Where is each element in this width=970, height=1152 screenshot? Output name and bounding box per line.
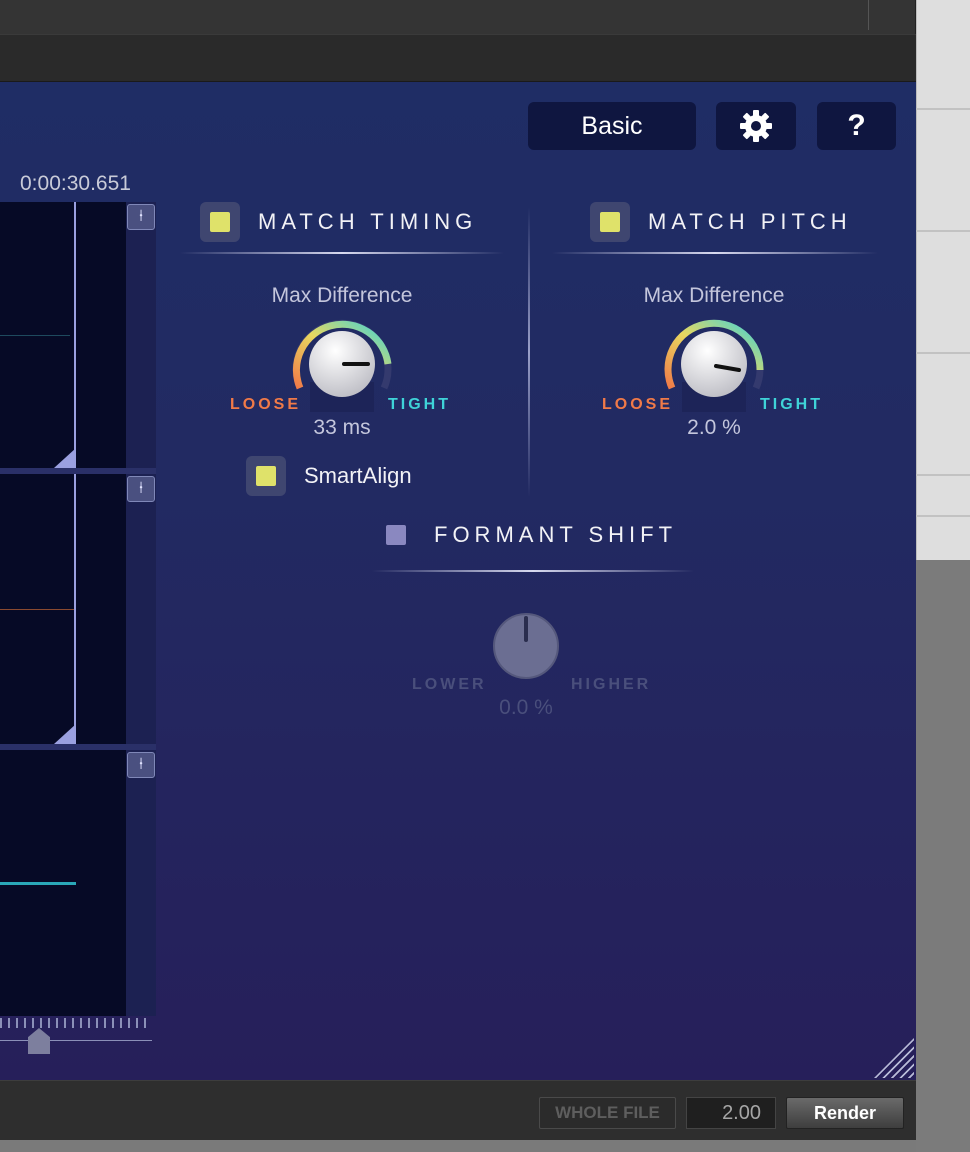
adjacent-pane-light [916,0,970,560]
zoom-handle-icon[interactable]: ⍿ [127,204,155,230]
host-bottom-edge [0,1140,916,1152]
smartalign-option[interactable]: SmartAlign [246,456,412,496]
playhead-line [74,202,76,468]
pane-divider [916,230,970,232]
track-waveform-1[interactable]: ⍿ [0,202,156,468]
render-button[interactable]: Render [786,1097,904,1129]
section-rule [372,570,694,572]
pane-divider [916,108,970,110]
formant-higher-label: HIGHER [571,676,652,693]
region-end-marker[interactable] [54,448,76,468]
formant-shift-header: FORMANT SHIFT [386,522,677,548]
track-waveform-2[interactable]: ⍿ [0,474,156,744]
waveform-line [0,335,70,336]
timing-max-difference-knob[interactable] [286,312,398,412]
match-timing-checkbox[interactable] [200,202,240,242]
timing-loose-label: LOOSE [230,396,302,413]
checkbox-checked-indicator [600,212,620,232]
track-scroll-strip[interactable] [126,750,156,1016]
playhead-line [74,474,76,744]
pitch-max-difference-knob[interactable] [658,312,770,412]
track-separator [0,744,156,750]
gear-icon [740,110,772,142]
pane-divider [916,474,970,476]
adjacent-pane [916,0,970,1152]
formant-lower-label: LOWER [412,676,487,693]
playhead-timecode: 0:00:30.651 [20,172,131,195]
match-timing-header: MATCH TIMING [200,202,477,242]
track-waveform-3[interactable]: ⍿ [0,750,156,1016]
waveform-line [0,882,76,885]
checkbox-checked-indicator [210,212,230,232]
section-rule [552,252,878,254]
formant-shift-knob[interactable] [490,610,562,682]
ruler-thumb[interactable] [28,1028,50,1054]
ruler-baseline [0,1040,152,1041]
track-separator [0,468,156,474]
track-scroll-strip[interactable] [126,202,156,468]
host-bottom-bar: WHOLE FILE 2.00 Render [0,1080,916,1140]
host-secondary-bar [0,34,916,82]
whole-file-button[interactable]: WHOLE FILE [539,1097,676,1129]
plugin-panel: Basic ? 0:00:30.651 [0,82,916,1080]
match-pitch-title: MATCH PITCH [648,209,852,234]
host-toolbar [0,0,916,34]
formant-knob-value[interactable]: 0.0 % [499,696,553,719]
region-end-marker[interactable] [54,724,76,744]
timing-knob-value[interactable]: 33 ms [313,416,371,439]
section-divider [528,207,530,497]
checkbox-checked-indicator [256,466,276,486]
pane-divider [916,352,970,354]
timing-knob-label: Max Difference [271,284,413,307]
resize-grip-icon[interactable] [874,1038,914,1078]
pitch-loose-label: LOOSE [602,396,674,413]
smartalign-checkbox[interactable] [246,456,286,496]
timing-tight-label: TIGHT [388,396,451,413]
waveform-line [0,609,74,610]
match-timing-title: MATCH TIMING [258,209,478,234]
pitch-knob-label: Max Difference [643,284,785,307]
match-pitch-header: MATCH PITCH [590,202,852,242]
value-field[interactable]: 2.00 [686,1097,776,1129]
toolbar-divider [868,0,869,30]
mode-basic-button[interactable]: Basic [528,102,696,150]
timeline-ruler[interactable] [0,1014,156,1054]
section-rule [180,252,504,254]
ruler-ticks [0,1018,146,1028]
pane-divider [916,515,970,517]
zoom-handle-icon[interactable]: ⍿ [127,752,155,778]
settings-button[interactable] [716,102,796,150]
help-button[interactable]: ? [817,102,896,150]
pitch-tight-label: TIGHT [760,396,823,413]
zoom-handle-icon[interactable]: ⍿ [127,476,155,502]
match-pitch-checkbox[interactable] [590,202,630,242]
track-scroll-strip[interactable] [126,474,156,744]
pitch-knob-value[interactable]: 2.0 % [687,416,741,439]
smartalign-label: SmartAlign [304,463,412,488]
formant-shift-checkbox[interactable] [386,525,406,545]
formant-shift-title: FORMANT SHIFT [434,522,678,547]
